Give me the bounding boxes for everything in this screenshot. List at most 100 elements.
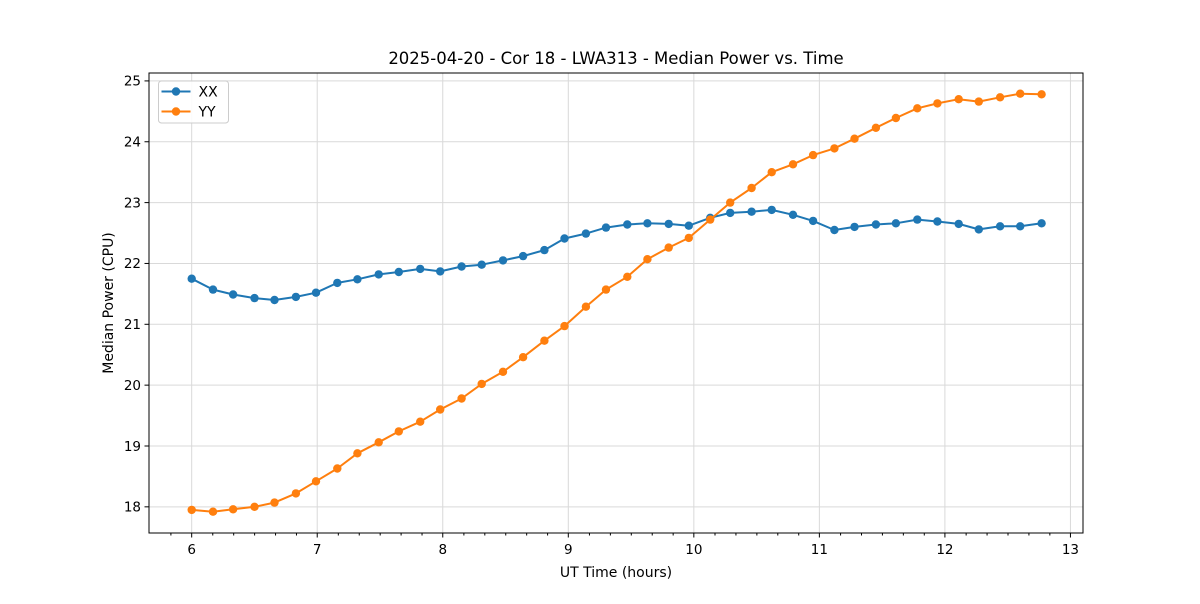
x-tick-label: 13: [1062, 542, 1079, 558]
data-point-xx: [374, 270, 383, 279]
series: [187, 89, 1046, 516]
y-tick-label: 22: [124, 256, 141, 272]
data-point-yy: [250, 502, 259, 511]
data-point-yy: [228, 505, 238, 514]
grid: [149, 73, 1083, 533]
plot-border: [148, 72, 1084, 534]
chart-title: 2025-04-20 - Cor 18 - LWA313 - Median Po…: [388, 49, 843, 68]
data-point-yy: [726, 198, 735, 207]
data-point-xx: [187, 274, 196, 283]
data-point-xx: [1037, 219, 1046, 228]
data-point-yy: [871, 123, 881, 132]
data-point-yy: [457, 394, 466, 403]
data-point-xx: [767, 205, 776, 215]
data-point-xx: [830, 225, 839, 235]
data-point-yy: [995, 93, 1005, 102]
data-point-xx: [208, 285, 218, 294]
data-point-yy: [311, 477, 321, 486]
data-point-xx: [788, 210, 798, 219]
data-point-xx: [394, 267, 403, 277]
x-tick-label: 12: [936, 542, 953, 558]
data-point-yy: [664, 243, 673, 252]
legend: XX YY: [158, 80, 229, 124]
data-point-xx: [291, 292, 301, 302]
legend-swatch-marker: [171, 107, 181, 116]
legend-rows: XX YY: [161, 84, 219, 120]
data-point-yy: [208, 507, 218, 516]
data-point-yy: [581, 302, 591, 311]
data-point-xx: [1016, 222, 1025, 231]
x-tick-label: 9: [564, 542, 573, 558]
data-point-yy: [913, 104, 922, 113]
x-tick-label: 11: [811, 542, 828, 558]
x-tick-label: 10: [685, 542, 702, 558]
data-point-xx: [518, 251, 528, 261]
data-point-yy: [808, 150, 818, 160]
data-point-yy: [436, 405, 445, 414]
data-point-xx: [664, 219, 673, 229]
data-point-yy: [374, 438, 383, 447]
data-point-yy: [623, 272, 632, 281]
data-point-yy: [933, 99, 942, 108]
x-tick-label: 6: [187, 542, 196, 558]
data-point-yy: [767, 168, 776, 177]
data-point-yy: [518, 353, 528, 362]
series-line-xx: [190, 208, 1043, 301]
data-point-yy: [747, 183, 756, 193]
x-tick-label: 7: [313, 542, 322, 558]
data-point-xx: [623, 220, 632, 229]
data-point-yy: [353, 449, 362, 458]
data-point-xx: [871, 220, 881, 229]
data-point-xx: [540, 245, 549, 255]
data-point-xx: [974, 225, 983, 234]
data-point-yy: [974, 97, 983, 106]
y-axis-label: Median Power (CPU): [101, 232, 117, 374]
data-point-yy: [560, 321, 569, 331]
y-tick-label: 18: [124, 500, 141, 516]
data-point-yy: [601, 285, 611, 294]
data-point-yy: [788, 160, 798, 169]
data-point-xx: [601, 223, 611, 232]
data-point-xx: [250, 293, 259, 303]
data-point-yy: [706, 215, 715, 224]
data-point-xx: [581, 229, 591, 238]
data-point-xx: [747, 207, 756, 216]
legend-swatch-marker: [171, 87, 181, 96]
data-point-xx: [311, 288, 321, 297]
data-point-yy: [477, 379, 486, 389]
data-point-xx: [933, 217, 942, 226]
legend-label: YY: [198, 104, 217, 120]
axis-ticks: 6 7 8 9 10 11 12 13 18 19 20 21 22 23 24 25: [124, 74, 1079, 558]
data-point-yy: [270, 498, 279, 507]
legend-label: XX: [199, 84, 219, 100]
data-point-yy: [830, 144, 839, 153]
data-point-xx: [457, 262, 466, 271]
data-point-xx: [560, 234, 569, 243]
data-point-xx: [684, 221, 693, 230]
data-point-xx: [891, 219, 901, 228]
data-point-xx: [416, 264, 425, 274]
data-point-yy: [187, 505, 196, 515]
data-point-xx: [850, 222, 859, 232]
data-point-yy: [291, 489, 301, 498]
data-point-xx: [498, 256, 508, 265]
data-point-yy: [394, 427, 403, 436]
x-tick-label: 8: [438, 542, 447, 558]
data-point-yy: [850, 134, 859, 143]
data-point-xx: [808, 216, 818, 226]
data-point-xx: [913, 215, 922, 224]
x-axis-label: UT Time (hours): [560, 565, 672, 581]
data-point-yy: [416, 417, 425, 426]
data-point-xx: [643, 219, 652, 228]
data-point-xx: [353, 275, 362, 284]
data-point-xx: [995, 222, 1005, 231]
data-point-xx: [228, 290, 238, 299]
data-point-xx: [436, 267, 445, 276]
data-point-yy: [891, 113, 901, 123]
data-point-xx: [954, 219, 963, 229]
data-point-xx: [726, 208, 735, 218]
data-point-xx: [333, 278, 342, 288]
y-tick-label: 24: [124, 135, 141, 151]
